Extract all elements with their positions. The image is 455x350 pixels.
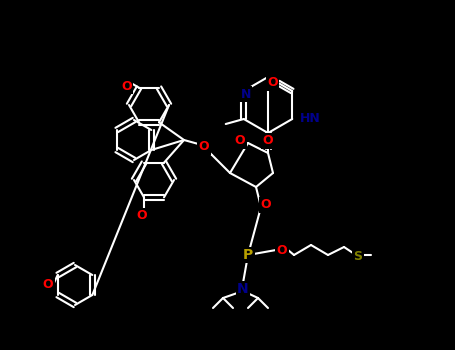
Text: N: N (241, 88, 251, 100)
Text: O: O (261, 198, 271, 211)
Text: S: S (354, 251, 363, 264)
Text: O: O (136, 209, 147, 222)
Text: O: O (263, 134, 273, 147)
Text: O: O (235, 134, 245, 147)
Text: O: O (267, 77, 278, 90)
Text: N: N (237, 282, 249, 296)
Text: O: O (199, 140, 209, 154)
Text: O: O (43, 279, 53, 292)
Text: O: O (277, 244, 287, 257)
Text: P: P (243, 248, 253, 262)
Text: O: O (121, 80, 131, 93)
Text: HN: HN (300, 112, 321, 126)
